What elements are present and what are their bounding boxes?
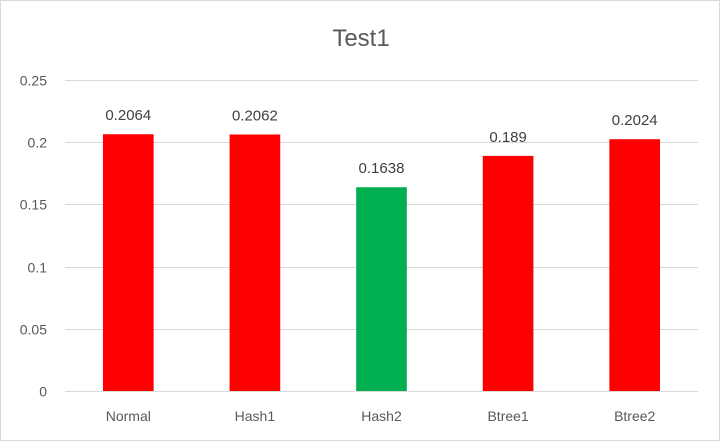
x-tick-label: Hash1 bbox=[235, 408, 276, 424]
y-tick-label: 0 bbox=[39, 384, 47, 400]
x-tick-label: Normal bbox=[106, 408, 151, 424]
chart-title: Test1 bbox=[332, 25, 390, 52]
x-tick-label: Btree1 bbox=[487, 408, 528, 424]
y-tick-label: 0.05 bbox=[20, 322, 47, 338]
bar bbox=[482, 155, 534, 391]
bar bbox=[229, 134, 281, 392]
bar bbox=[102, 134, 154, 391]
bar bbox=[356, 187, 407, 391]
x-tick-label: Hash2 bbox=[361, 408, 402, 424]
y-tick-label: 0.25 bbox=[20, 73, 47, 89]
data-label: 0.2064 bbox=[105, 107, 151, 124]
bar bbox=[609, 139, 661, 391]
data-label: 0.1638 bbox=[359, 160, 405, 177]
x-tick-label: Btree2 bbox=[614, 408, 655, 424]
y-tick-label: 0.15 bbox=[20, 197, 47, 213]
y-tick-label: 0.1 bbox=[28, 260, 48, 276]
data-label: 0.189 bbox=[489, 129, 527, 146]
y-tick-label: 0.2 bbox=[28, 135, 48, 151]
data-label: 0.2024 bbox=[612, 112, 658, 129]
data-label: 0.2062 bbox=[232, 107, 278, 124]
